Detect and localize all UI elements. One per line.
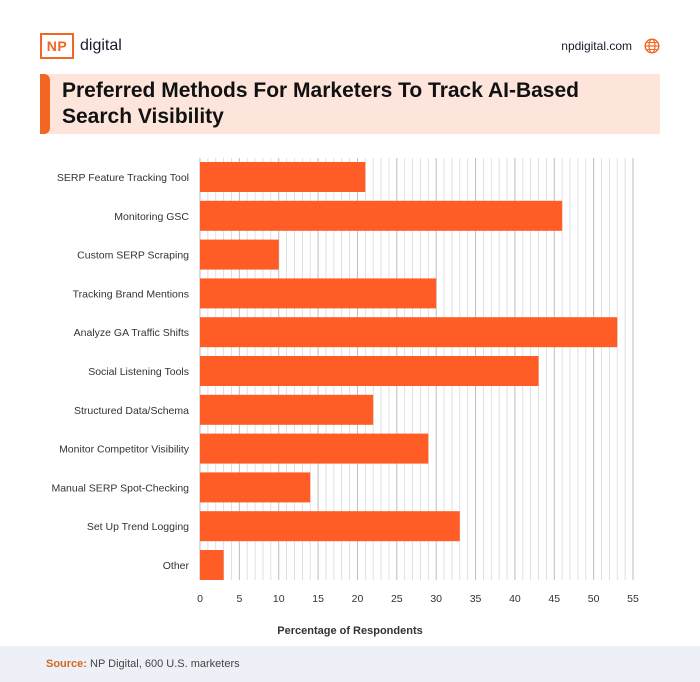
bar-6	[200, 394, 374, 425]
bar-chart: SERP Feature Tracking Tool Monitoring GSC…	[51, 158, 639, 637]
bar-10	[200, 550, 224, 580]
title-band: Preferred Methods For Marketers To Track…	[40, 74, 660, 134]
x-tick-labels: 0 5 10 15 20 25 30 35 40 45 50 55	[197, 593, 639, 605]
source-note: Source: NP Digital, 600 U.S. marketers	[46, 658, 240, 670]
category-label: Social Listening Tools	[88, 366, 189, 378]
x-tick-label: 45	[548, 593, 560, 605]
globe-icon	[644, 38, 660, 54]
title-accent-bar	[40, 74, 50, 134]
chart-title: Preferred Methods For Marketers To Track…	[62, 79, 579, 128]
x-tick-label: 50	[588, 593, 600, 605]
logo-name: digital	[80, 37, 122, 54]
bar-3	[200, 278, 437, 309]
x-tick-label: 0	[197, 593, 203, 605]
x-tick-label: 30	[430, 593, 442, 605]
bar-4	[200, 317, 618, 348]
category-label: Monitoring GSC	[114, 211, 189, 223]
x-tick-label: 40	[509, 593, 521, 605]
bar-8	[200, 472, 311, 503]
category-label: Analyze GA Traffic Shifts	[74, 327, 189, 339]
bar-2	[200, 239, 279, 270]
category-labels: SERP Feature Tracking Tool Monitoring GSC…	[51, 172, 189, 572]
bar-layer	[200, 162, 618, 580]
site-url: npdigital.com	[561, 39, 632, 53]
bar-1	[200, 200, 563, 231]
x-tick-label: 20	[352, 593, 364, 605]
x-tick-label: 10	[273, 593, 285, 605]
category-label: Monitor Competitor Visibility	[59, 444, 190, 456]
bar-0	[200, 162, 366, 192]
x-tick-label: 15	[312, 593, 324, 605]
category-label: Other	[163, 560, 190, 572]
source-label: Source:	[46, 658, 87, 670]
category-label: SERP Feature Tracking Tool	[57, 172, 189, 184]
x-axis-label: Percentage of Respondents	[277, 625, 422, 637]
x-tick-label: 25	[391, 593, 403, 605]
header: NP digital npdigital.com	[40, 30, 660, 62]
footer: Source: NP Digital, 600 U.S. marketers	[0, 646, 700, 682]
bar-5	[200, 356, 539, 386]
category-label: Tracking Brand Mentions	[73, 288, 189, 300]
source-text: NP Digital, 600 U.S. marketers	[90, 658, 240, 670]
site-link[interactable]: npdigital.com	[561, 30, 660, 62]
x-tick-label: 35	[470, 593, 482, 605]
x-tick-label: 5	[236, 593, 242, 605]
category-label: Structured Data/Schema	[74, 405, 189, 417]
x-tick-label: 55	[627, 593, 639, 605]
chart-area: SERP Feature Tracking Tool Monitoring GSC…	[0, 150, 700, 640]
category-label: Manual SERP Spot-Checking	[51, 482, 189, 494]
bar-7	[200, 433, 429, 464]
category-label: Custom SERP Scraping	[77, 250, 189, 262]
np-digital-logo[interactable]: NP digital	[40, 30, 122, 62]
bar-9	[200, 511, 460, 542]
category-label: Set Up Trend Logging	[87, 521, 189, 533]
logo-mark: NP	[40, 33, 74, 59]
